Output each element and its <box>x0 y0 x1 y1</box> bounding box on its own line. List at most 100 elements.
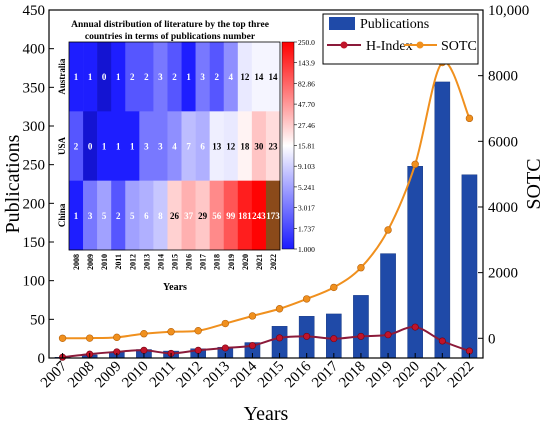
x-tick-label: 2009 <box>92 359 125 392</box>
heatmap-cell <box>125 42 140 112</box>
heatmap-inset: Annual distribution of literature by the… <box>55 15 315 293</box>
heatmap-cell-value: 6 <box>144 211 149 221</box>
heatmap-x-axis-title: Years <box>163 282 187 293</box>
hindex-point <box>303 332 311 340</box>
hindex-point <box>357 332 365 340</box>
heatmap-cell-value: 2 <box>144 72 149 82</box>
heatmap-cell-value: 56 <box>212 211 222 221</box>
heatmap-cell <box>209 180 225 251</box>
colorbar-tick-label: 27.46 <box>298 121 315 130</box>
y-left-tick-label: 0 <box>38 351 46 367</box>
heatmap-cell <box>223 111 239 181</box>
heatmap-cell-value: 1 <box>102 142 107 152</box>
heatmap-cell <box>195 111 210 181</box>
heatmap-cell <box>181 111 196 181</box>
y-left-tick-label: 450 <box>23 3 46 19</box>
publications-bar <box>434 81 451 359</box>
heatmap-cell-value: 1 <box>74 211 79 221</box>
heatmap-cell <box>153 111 168 181</box>
hindex-point <box>140 346 148 354</box>
hindex-line <box>62 326 470 359</box>
heatmap-cell-value: 2 <box>74 142 79 152</box>
heatmap-cell-value: 181 <box>238 211 252 221</box>
sotc-point <box>85 334 94 342</box>
x-tick-label: 2014 <box>228 358 261 391</box>
y-left-tick-label: 150 <box>23 235 46 251</box>
heatmap-cell <box>69 111 84 181</box>
heatmap-cell <box>83 42 98 112</box>
colorbar <box>281 41 295 250</box>
y-right-tick-label: 10,000 <box>488 3 529 19</box>
heatmap-cell-value: 1 <box>116 142 121 152</box>
heatmap-cell <box>237 111 253 181</box>
hindex-point <box>411 323 419 331</box>
colorbar-tick-label: 15.81 <box>298 142 315 151</box>
heatmap-cell-value: 13 <box>212 142 222 152</box>
x-tick-label: 2018 <box>336 359 369 392</box>
heatmap-cell-value: 0 <box>102 72 107 82</box>
sotc-point <box>411 160 419 169</box>
legend-swatch-publications <box>329 17 355 30</box>
publications-bar <box>461 174 478 359</box>
y-left-tick-label: 200 <box>23 196 46 212</box>
colorbar-tick-label: 3.017 <box>298 204 315 213</box>
heatmap-cell-value: 173 <box>266 211 280 221</box>
heatmap-cell <box>111 111 126 181</box>
publications-bar <box>353 295 369 359</box>
hindex-point <box>438 337 446 345</box>
heatmap-cell <box>181 180 196 251</box>
colorbar-tick-label: 5.241 <box>298 183 315 192</box>
heatmap-column-label: 2012 <box>128 254 137 270</box>
x-tick-label: 2015 <box>255 359 288 392</box>
heatmap-cell-value: 99 <box>226 211 236 221</box>
heatmap-cell-value: 2 <box>172 72 177 82</box>
heatmap-cell-value: 7 <box>186 142 191 152</box>
legend-label-hindex: H-Index <box>366 39 413 54</box>
hindex-point <box>248 342 256 350</box>
x-tick-label: 2008 <box>65 359 98 392</box>
heatmap-cell <box>223 42 239 112</box>
colorbar-tick-label: 47.70 <box>298 100 315 109</box>
heatmap-cell-value: 4 <box>229 72 234 82</box>
heatmap-column-label: 2008 <box>72 254 81 270</box>
heatmap-cell-value: 37 <box>184 211 194 221</box>
heatmap-cell <box>125 180 140 251</box>
hindex-point <box>384 331 392 339</box>
heatmap-cell <box>97 42 112 112</box>
x-tick-label: 2013 <box>201 359 234 392</box>
legend: Publications H-Index SOTC <box>322 13 479 65</box>
heatmap-cell-value: 18 <box>240 142 250 152</box>
heatmap-title-line1: Annual distribution of literature by the… <box>71 20 269 30</box>
heatmap-cell-value: 1 <box>74 72 79 82</box>
hindex-point <box>194 346 202 354</box>
heatmap-cell <box>111 42 126 112</box>
heatmap-cell-value: 5 <box>130 211 135 221</box>
y-left-tick-label: 350 <box>23 80 46 96</box>
heatmap-column-label: 2016 <box>185 254 194 270</box>
heatmap-cell <box>167 42 182 112</box>
heatmap-column-label: 2019 <box>227 254 236 270</box>
heatmap-cell-value: 4 <box>172 142 177 152</box>
legend-label-publications: Publications <box>360 17 429 32</box>
heatmap-column-label: 2013 <box>142 254 151 270</box>
sotc-point <box>140 330 148 338</box>
x-tick-label: 2022 <box>445 359 478 392</box>
heatmap-cell-value: 1 <box>116 72 121 82</box>
x-tick-label: 2021 <box>418 359 451 392</box>
sotc-point <box>221 319 230 328</box>
heatmap-cell-value: 2 <box>116 211 121 221</box>
heatmap-cell <box>265 180 281 251</box>
heatmap-cell-value: 3 <box>144 142 149 152</box>
heatmap-cell <box>195 42 210 112</box>
x-tick-label: 2019 <box>363 359 396 392</box>
heatmap-cell-value: 1 <box>130 142 135 152</box>
x-tick-label: 2011 <box>147 359 179 391</box>
heatmap-cell <box>111 180 126 251</box>
heatmap-cell <box>223 180 239 251</box>
heatmap-cell <box>237 42 253 112</box>
heatmap-cell-value: 6 <box>200 142 205 152</box>
y-left-tick-label: 300 <box>23 119 46 135</box>
x-tick-label: 2016 <box>282 358 315 391</box>
hindex-point <box>330 335 338 343</box>
sotc-point <box>465 114 474 123</box>
